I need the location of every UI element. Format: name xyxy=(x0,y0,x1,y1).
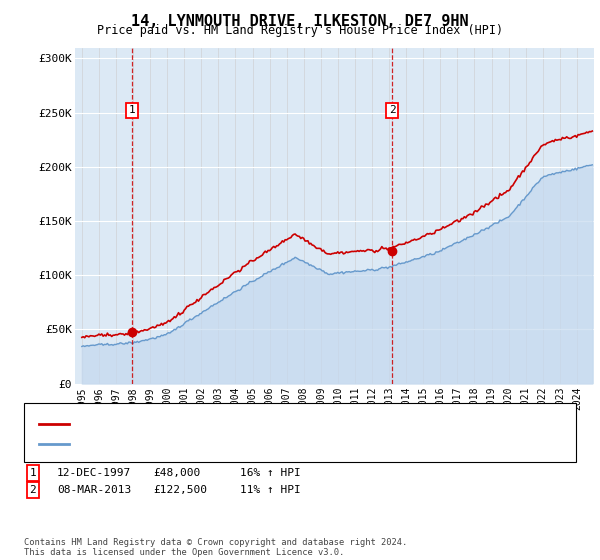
Text: £122,500: £122,500 xyxy=(153,485,207,495)
Text: 14, LYNMOUTH DRIVE, ILKESTON, DE7 9HN: 14, LYNMOUTH DRIVE, ILKESTON, DE7 9HN xyxy=(131,14,469,29)
Text: HPI: Average price, semi-detached house, Erewash: HPI: Average price, semi-detached house,… xyxy=(72,438,360,449)
Text: 11% ↑ HPI: 11% ↑ HPI xyxy=(240,485,301,495)
Text: 14, LYNMOUTH DRIVE, ILKESTON, DE7 9HN (semi-detached house): 14, LYNMOUTH DRIVE, ILKESTON, DE7 9HN (s… xyxy=(72,419,426,429)
Text: 1: 1 xyxy=(29,468,37,478)
Text: 2: 2 xyxy=(389,105,395,115)
Text: Contains HM Land Registry data © Crown copyright and database right 2024.
This d: Contains HM Land Registry data © Crown c… xyxy=(24,538,407,557)
Text: 16% ↑ HPI: 16% ↑ HPI xyxy=(240,468,301,478)
Text: £48,000: £48,000 xyxy=(153,468,200,478)
Text: 2: 2 xyxy=(29,485,37,495)
Text: 08-MAR-2013: 08-MAR-2013 xyxy=(57,485,131,495)
Text: 1: 1 xyxy=(129,105,136,115)
Text: Price paid vs. HM Land Registry's House Price Index (HPI): Price paid vs. HM Land Registry's House … xyxy=(97,24,503,36)
Text: 12-DEC-1997: 12-DEC-1997 xyxy=(57,468,131,478)
